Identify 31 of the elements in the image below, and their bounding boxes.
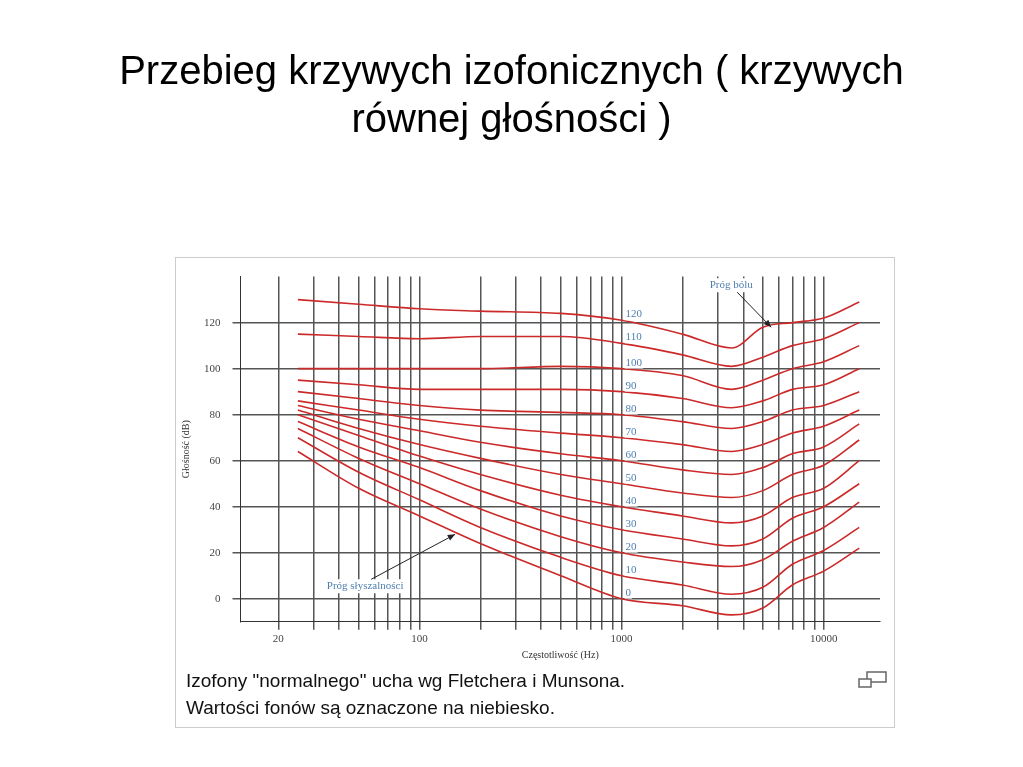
series-label: 110 [625,330,643,343]
series-label: 20 [625,539,638,552]
annotation: Próg słyszalności [326,579,404,592]
series-label: 80 [625,401,638,414]
annotation: Próg bólu [709,278,754,291]
y-tick-label: 40 [209,499,221,512]
chart-title: Przebieg krzywych izofonicznych ( krzywych równej głośności ) [118,47,905,142]
series-label: 30 [625,516,638,529]
x-tick-label: 20 [272,632,285,645]
y-tick-label: 80 [209,407,221,420]
series-label: 120 [625,307,643,320]
series-label: 90 [625,378,638,391]
series-label: 40 [625,493,638,506]
y-tick-label: 0 [215,591,221,604]
series-label: 100 [625,355,643,368]
x-tick-label: 100 [411,632,429,645]
text: Wartości fonów są oznaczone na niebiesko. [186,696,556,720]
series-label: 10 [625,562,638,575]
y-tick-label: 20 [209,545,221,558]
x-tick-label: 10000 [809,632,838,645]
series-label: 50 [625,470,638,483]
y-tick-label: 60 [209,453,221,466]
text: Izofony "normalnego" ucha wg Fletchera i Munsona. [186,669,627,693]
x-tick-label: 1000 [610,632,634,645]
x-axis-title: Częstotliwość (Hz) [521,648,599,661]
series-label: 60 [625,447,638,460]
series-label: 70 [625,424,638,437]
series-label: 0 [625,585,632,598]
y-tick-label: 100 [204,361,221,374]
y-tick-label: 120 [204,315,221,328]
y-axis-title: Głośność (dB) [179,420,192,479]
